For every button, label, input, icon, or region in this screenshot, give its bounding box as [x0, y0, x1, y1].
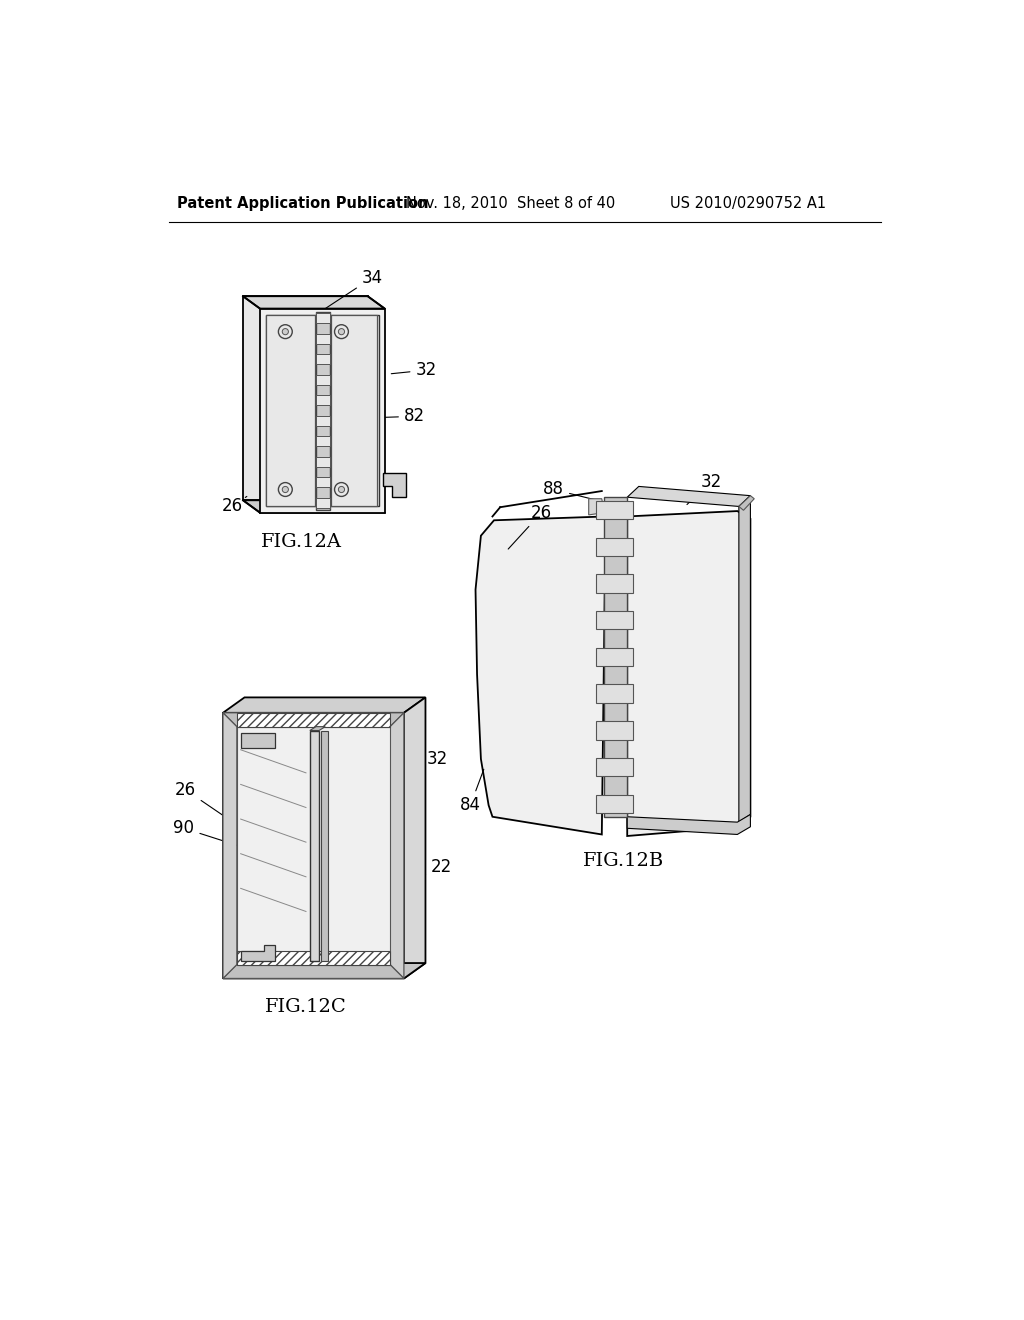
- Text: 86: 86: [630, 627, 702, 665]
- Bar: [241, 733, 275, 748]
- Polygon shape: [241, 945, 275, 961]
- Polygon shape: [403, 697, 425, 978]
- Polygon shape: [596, 611, 634, 630]
- Circle shape: [283, 486, 289, 492]
- Text: 84: 84: [460, 770, 483, 814]
- Text: FIG.12B: FIG.12B: [583, 851, 664, 870]
- Bar: [316, 457, 330, 467]
- Text: 26: 26: [508, 504, 552, 549]
- Text: 22: 22: [396, 858, 453, 888]
- Bar: [332, 314, 377, 507]
- Polygon shape: [383, 473, 407, 498]
- Polygon shape: [739, 496, 751, 822]
- Bar: [316, 436, 330, 446]
- Bar: [316, 312, 330, 510]
- Circle shape: [283, 329, 289, 335]
- Text: FIG.12A: FIG.12A: [261, 533, 342, 550]
- Bar: [316, 395, 330, 405]
- Text: 26: 26: [221, 496, 247, 515]
- Bar: [316, 334, 330, 345]
- Polygon shape: [596, 721, 634, 739]
- Text: 34: 34: [326, 269, 383, 309]
- Text: FIG.12C: FIG.12C: [265, 998, 347, 1016]
- Polygon shape: [243, 500, 385, 512]
- Polygon shape: [596, 502, 634, 519]
- Polygon shape: [628, 487, 751, 507]
- Text: 90: 90: [173, 820, 253, 850]
- Bar: [321, 730, 329, 961]
- Bar: [237, 726, 390, 965]
- Bar: [266, 314, 314, 507]
- Bar: [266, 314, 379, 507]
- Polygon shape: [243, 296, 368, 500]
- Polygon shape: [596, 758, 634, 776]
- Text: 26: 26: [175, 781, 228, 818]
- Polygon shape: [223, 713, 403, 726]
- Polygon shape: [260, 309, 385, 512]
- Polygon shape: [475, 516, 605, 834]
- Bar: [316, 416, 330, 426]
- Polygon shape: [223, 713, 403, 978]
- Bar: [604, 498, 628, 817]
- Text: US 2010/0290752 A1: US 2010/0290752 A1: [670, 195, 825, 211]
- Text: 82: 82: [300, 408, 425, 425]
- Polygon shape: [596, 795, 634, 813]
- Bar: [310, 730, 319, 961]
- Polygon shape: [589, 499, 604, 515]
- Text: 32: 32: [391, 362, 436, 379]
- Bar: [316, 375, 330, 385]
- Polygon shape: [243, 296, 385, 309]
- Text: Patent Application Publication: Patent Application Publication: [177, 195, 428, 211]
- Text: Nov. 18, 2010  Sheet 8 of 40: Nov. 18, 2010 Sheet 8 of 40: [407, 195, 615, 211]
- Circle shape: [338, 486, 344, 492]
- Polygon shape: [596, 648, 634, 667]
- Polygon shape: [223, 965, 403, 978]
- Polygon shape: [628, 814, 751, 834]
- Text: 88: 88: [543, 480, 598, 500]
- Polygon shape: [223, 713, 237, 978]
- Bar: [237, 950, 390, 965]
- Bar: [237, 713, 390, 726]
- Polygon shape: [223, 697, 425, 713]
- Bar: [316, 313, 330, 323]
- Bar: [316, 498, 330, 508]
- Text: 34: 34: [316, 696, 386, 730]
- Polygon shape: [390, 713, 403, 978]
- Polygon shape: [596, 685, 634, 702]
- Polygon shape: [596, 537, 634, 556]
- Bar: [316, 478, 330, 487]
- Polygon shape: [628, 511, 751, 836]
- Polygon shape: [223, 964, 425, 978]
- Text: 32: 32: [324, 750, 449, 774]
- Bar: [316, 354, 330, 364]
- Circle shape: [338, 329, 344, 335]
- Text: 32: 32: [687, 473, 722, 504]
- Polygon shape: [739, 496, 755, 511]
- Polygon shape: [310, 726, 326, 730]
- Text: 34: 34: [626, 561, 690, 589]
- Polygon shape: [596, 574, 634, 593]
